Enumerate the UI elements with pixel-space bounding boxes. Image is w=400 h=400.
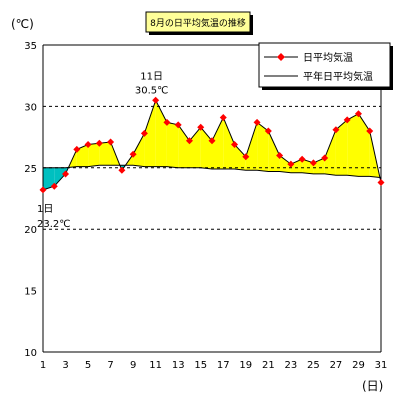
fill-above-normal <box>223 117 235 169</box>
data-point-marker <box>84 140 92 148</box>
annotation-day-label: 11日 <box>140 71 163 82</box>
x-tick-label: 21 <box>262 360 275 371</box>
data-point-marker <box>354 110 362 118</box>
data-point-marker <box>197 123 205 131</box>
data-point-marker <box>185 137 193 145</box>
data-point-marker <box>276 152 284 160</box>
annotation-day-label: 1日 <box>37 204 53 215</box>
annotation-value-label: 30.5℃ <box>135 85 169 96</box>
annotations: 11日 30.5℃ 1日 23.2℃ <box>37 71 168 230</box>
data-point-marker <box>253 118 261 126</box>
x-tick-label: 13 <box>172 360 185 371</box>
data-point-marker <box>118 166 126 174</box>
fill-below-normal <box>54 167 66 187</box>
y-axis-label: (℃) <box>11 17 34 31</box>
chart-title-box: 8月の日平均気温の推移 <box>145 11 253 35</box>
data-point-marker <box>208 137 216 145</box>
y-tick-label: 30 <box>24 102 37 113</box>
y-tick-label: 20 <box>24 225 37 236</box>
legend-label-normal: 平年日平均気温 <box>303 70 373 83</box>
x-tick-label: 17 <box>217 360 230 371</box>
data-point-marker <box>309 159 317 167</box>
data-point-marker <box>174 121 182 129</box>
fill-above-normal <box>268 131 280 172</box>
annotation-value-label: 23.2℃ <box>37 219 71 230</box>
y-tick-label: 10 <box>24 348 37 359</box>
y-tick-label: 25 <box>24 164 37 175</box>
x-tick-label: 19 <box>239 360 252 371</box>
data-point-marker <box>242 153 250 161</box>
data-point-marker <box>152 96 160 104</box>
data-point-marker <box>264 127 272 135</box>
data-point-marker <box>231 140 239 148</box>
y-tick-label: 35 <box>24 41 37 52</box>
data-point-marker <box>62 170 70 178</box>
x-axis-label: (日) <box>362 379 383 393</box>
data-point-marker <box>366 127 374 135</box>
fill-above-normal <box>358 113 370 177</box>
x-tick-label: 15 <box>194 360 207 371</box>
data-point-marker <box>129 150 137 158</box>
fill-below-normal <box>43 167 55 190</box>
data-point-marker <box>39 186 47 194</box>
data-point-marker <box>332 126 340 134</box>
data-point-marker <box>298 155 306 163</box>
fill-above-normal <box>178 124 190 168</box>
data-point-marker <box>343 116 351 124</box>
fill-above-normal <box>324 129 336 176</box>
x-tick-label: 23 <box>284 360 297 371</box>
data-point-marker <box>377 179 385 187</box>
data-point-marker <box>95 139 103 147</box>
data-point-marker <box>321 154 329 162</box>
chart-title: 8月の日平均気温の推移 <box>150 17 246 29</box>
x-tick-label: 29 <box>352 360 365 371</box>
series-line-normal <box>43 164 382 179</box>
data-point-marker <box>50 182 58 190</box>
fill-above-normal <box>279 155 291 173</box>
x-tick-label: 5 <box>85 360 91 371</box>
data-point-marker <box>219 113 227 121</box>
fill-above-normal <box>88 143 100 167</box>
x-tick-label: 25 <box>307 360 320 371</box>
markers-layer <box>39 96 385 194</box>
data-point-marker <box>73 145 81 153</box>
fill-above-normal <box>245 122 258 171</box>
fill-above-normal <box>257 122 269 172</box>
x-tick-label: 1 <box>40 360 46 371</box>
y-tick-label: 15 <box>24 287 37 298</box>
x-tick-label: 7 <box>107 360 113 371</box>
data-point-marker <box>287 160 295 168</box>
x-tick-label: 11 <box>149 360 162 371</box>
fill-above-normal <box>166 122 179 168</box>
grid-layer <box>43 105 381 230</box>
fill-above-normal <box>99 142 111 166</box>
data-point-marker <box>163 118 171 126</box>
x-tick-label: 31 <box>375 360 388 371</box>
data-point-marker <box>140 129 148 137</box>
fill-above-normal <box>133 133 145 167</box>
x-tick-label: 3 <box>62 360 68 371</box>
x-tick-label: 27 <box>330 360 343 371</box>
legend-label-actual: 日平均気温 <box>303 51 353 64</box>
fill-above-normal <box>347 113 359 177</box>
fill-above-normal <box>290 159 303 173</box>
fill-above-normal <box>335 119 348 176</box>
fill-above-normal <box>234 144 246 171</box>
x-tick-label: 9 <box>130 360 136 371</box>
legend-marker-actual <box>277 53 285 61</box>
fill-above-normal <box>212 117 224 169</box>
fill-above-normal <box>144 100 156 167</box>
legend: 日平均気温 平年日平均気温 <box>258 42 393 90</box>
data-point-marker <box>107 138 115 146</box>
